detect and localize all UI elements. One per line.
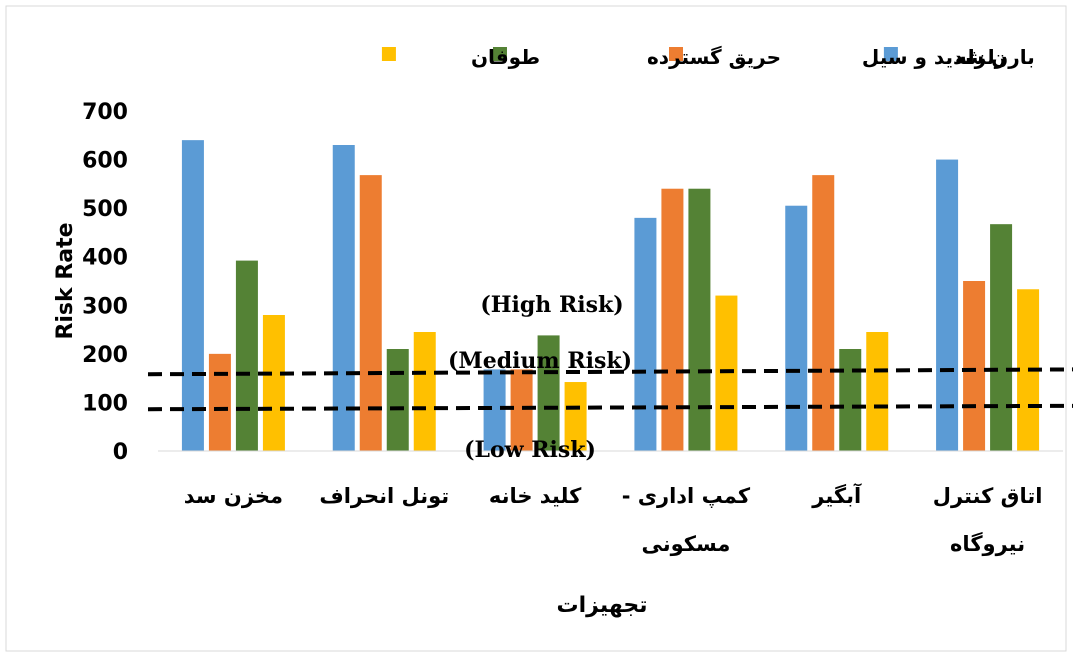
y-tick-label: 200 [82, 343, 128, 368]
bar-2-5 [990, 224, 1013, 451]
bar-0-2 [483, 369, 506, 451]
legend-swatch [492, 47, 507, 61]
y-tick-label: 400 [82, 246, 128, 271]
threshold-line-0 [147, 367, 1073, 377]
bar-0-3 [634, 217, 657, 451]
y-tick-label: 700 [82, 100, 128, 125]
y-tick-label: 0 [113, 440, 128, 465]
bar-3-0 [262, 315, 285, 451]
x-category-label: نیروگاه [950, 531, 1025, 556]
x-category-label: مسکونی [641, 532, 730, 556]
y-tick-label: 600 [82, 149, 128, 174]
threshold-line-1 [147, 403, 1073, 412]
bar-1-4 [812, 175, 835, 451]
bar-2-0 [235, 260, 258, 451]
legend-label: طوفان [471, 45, 540, 69]
bar-2-1 [386, 349, 409, 451]
bar-1-1 [359, 175, 382, 451]
zone-label: (High Risk) [480, 292, 623, 318]
bar-1-2 [510, 369, 533, 451]
bar-3-1 [413, 332, 436, 451]
legend-swatch [381, 47, 396, 61]
zone-label: (Low Risk) [464, 437, 596, 463]
legend-swatch [669, 47, 683, 61]
zone-label: (Medium Risk) [448, 348, 632, 374]
bar-1-3 [661, 188, 684, 451]
bar-0-0 [181, 140, 204, 451]
legend-label: بارن شدید و سیل [862, 45, 1035, 69]
bar-2-3 [688, 188, 711, 451]
bar-1-0 [208, 353, 231, 451]
legend-swatch [883, 47, 898, 61]
x-axis-title: تجهیزات [557, 593, 648, 618]
y-axis-title: Risk Rate [53, 222, 78, 339]
x-category-label: اتاق کنترل [933, 484, 1043, 508]
bar-0-4 [785, 205, 808, 451]
x-category-label: مخزن سد [184, 484, 283, 508]
bar-3-2 [564, 382, 587, 451]
x-category-label: آبگیر [811, 483, 862, 508]
y-tick-label: 300 [82, 294, 128, 319]
x-category-label: کمپ اداری - [622, 484, 751, 508]
x-category-label: کلید خانه [489, 484, 582, 508]
bar-0-5 [936, 159, 959, 452]
bar-1-5 [963, 281, 986, 451]
y-tick-label: 500 [82, 197, 128, 222]
x-category-label: تونل انحراف [319, 484, 449, 508]
bar-0-1 [332, 145, 355, 451]
legend-label: زلزله [955, 45, 1006, 69]
bar-2-2 [537, 335, 560, 451]
bar-3-3 [715, 295, 738, 451]
bar-2-4 [839, 349, 862, 451]
chart-border [5, 5, 1067, 652]
bar-3-4 [866, 332, 889, 451]
y-tick-label: 100 [82, 391, 128, 416]
legend-label: حریق گسترده [647, 45, 781, 69]
